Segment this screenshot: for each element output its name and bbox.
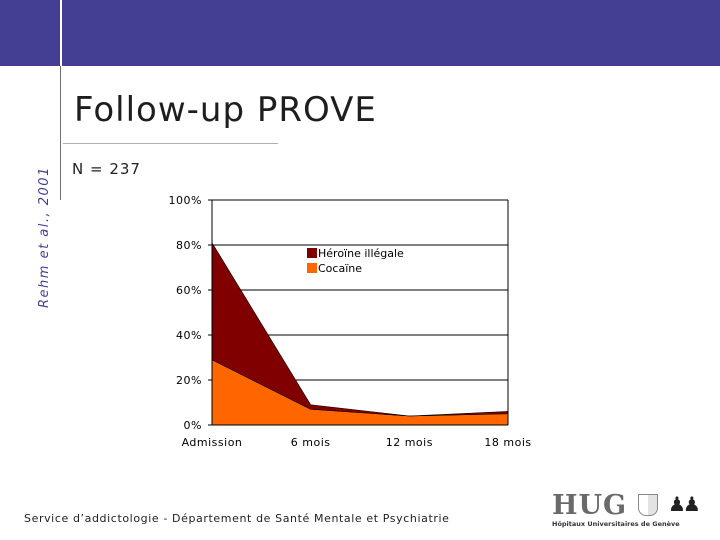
stacked-area-chart: 0% 20% 40% 60% 80% 100% Admission 6 mois 12 moi…: [169, 194, 532, 449]
x-tick-label: 6 mois: [291, 436, 331, 449]
left-divider: [60, 66, 61, 200]
reference-label: Rehm et al., 2001: [37, 166, 52, 308]
chart-legend: Héroïne illégale Cocaïne: [307, 247, 404, 275]
title-underline: [63, 143, 278, 144]
x-tick-labels: Admission 6 mois 12 mois 18 mois: [182, 436, 532, 449]
chart-axes: [208, 199, 509, 426]
legend-swatch: [307, 248, 317, 258]
slide-title: Follow-up PROVE: [74, 90, 377, 130]
y-tick-labels: 0% 20% 40% 60% 80% 100%: [169, 194, 202, 432]
legend-label: Héroïne illégale: [318, 247, 404, 260]
sample-size-label: N = 237: [72, 160, 141, 178]
x-tick-label: 12 mois: [386, 436, 433, 449]
y-tick-label: 100%: [169, 194, 202, 207]
logo-wordmark: HUG: [552, 490, 628, 521]
y-tick-label: 60%: [176, 284, 202, 297]
logo-subtitle: Hôpitaux Universitaires de Genève: [552, 520, 680, 528]
x-tick-label: 18 mois: [484, 436, 531, 449]
people-icon: ♟♟: [668, 492, 701, 516]
hug-logo: HUG ♟♟ Hôpitaux Universitaires de Genève: [552, 490, 702, 534]
header-divider: [60, 0, 62, 66]
y-tick-label: 40%: [176, 329, 202, 342]
y-tick-label: 80%: [176, 239, 202, 252]
x-tick-label: Admission: [182, 436, 243, 449]
geneva-shield-icon: [638, 494, 658, 516]
y-tick-label: 0%: [184, 419, 202, 432]
y-tick-label: 20%: [176, 374, 202, 387]
footer-text: Service d’addictologie - Département de …: [24, 512, 450, 525]
header-band: [0, 0, 720, 66]
legend-swatch: [307, 263, 317, 273]
legend-label: Cocaïne: [318, 262, 362, 275]
